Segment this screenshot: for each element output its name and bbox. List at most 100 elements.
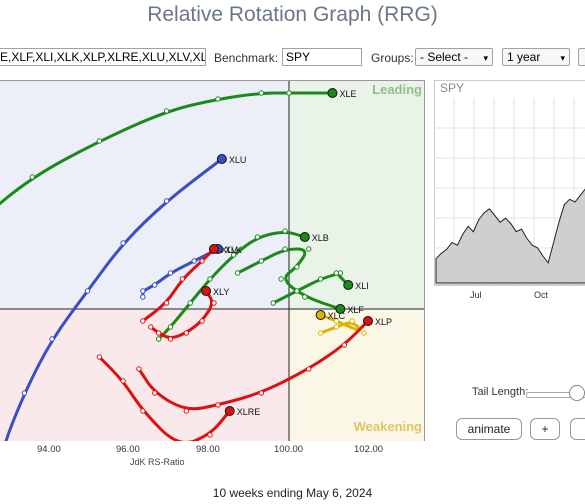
tail-point (84, 288, 91, 294)
x-tick: 102.00 (354, 444, 384, 455)
period-select[interactable]: 1 year ▾ (502, 48, 570, 66)
tail-point (96, 354, 103, 360)
tail-point (234, 270, 241, 276)
label-xlf: XLF (347, 305, 364, 315)
x-tick: 100.00 (274, 444, 304, 455)
symbols-input[interactable]: E,XLF,XLI,XLK,XLP,XLRE,XLU,XLV,XL (0, 48, 206, 66)
head-xlu[interactable] (216, 154, 227, 164)
label-xlb: XLB (312, 233, 329, 243)
groups-label: Groups: (371, 51, 414, 65)
tail-point (152, 390, 158, 396)
tail-point (278, 276, 284, 282)
x-axis: 94.00 96.00 98.00 100.00 102.00 JdK RS-R… (0, 441, 425, 471)
x-tick: 96.00 (116, 444, 140, 455)
x-tick: 94.00 (37, 444, 61, 455)
benchmark-label: Benchmark: (214, 51, 279, 65)
tail-point (191, 258, 197, 264)
tail-point (49, 336, 55, 342)
tail-point (21, 390, 28, 396)
head-xlp[interactable] (363, 316, 373, 326)
tail-point (183, 330, 190, 336)
tail-point (136, 366, 142, 372)
page-title: Relative Rotation Graph (RRG) (147, 3, 438, 26)
tail-xlf (236, 247, 341, 311)
tail-point (140, 408, 146, 414)
tail-point (163, 198, 170, 204)
tail-xly (149, 290, 214, 339)
rrg-plot: Leading Weakening XLEXLUXLFXLBXLIXLKXLCX… (0, 81, 424, 441)
x-tick: 98.00 (196, 444, 220, 455)
tail-point (199, 318, 205, 324)
label-xlv: XLV (221, 245, 237, 255)
tail-point (140, 294, 146, 300)
tail-xle (0, 91, 333, 206)
tail-xlp (137, 319, 370, 411)
tail-point (282, 246, 288, 252)
tail-xlu (4, 157, 223, 441)
head-xlc[interactable] (315, 310, 326, 320)
tail-point (254, 234, 261, 240)
tail-point (29, 174, 35, 180)
tail-point (183, 408, 190, 414)
footer-caption: 10 weeks ending May 6, 2024 (212, 486, 373, 500)
tail-point (167, 336, 174, 342)
extra-select[interactable] (578, 48, 585, 66)
groups-select[interactable]: - Select - ▾ (415, 48, 493, 66)
tail-point (215, 96, 221, 102)
tail-point (258, 258, 265, 264)
quadrant-improving (0, 81, 289, 309)
tail-point (294, 264, 300, 270)
tail-point (207, 432, 213, 438)
label-xlu: XLU (229, 155, 247, 165)
head-xlb[interactable] (299, 232, 310, 242)
tail-point (341, 342, 347, 348)
tail-point (187, 300, 193, 306)
slider-handle[interactable] (569, 385, 585, 401)
zoom-in-button[interactable]: + (530, 418, 560, 440)
tail-point (294, 288, 300, 294)
groups-select-value: - Select - (420, 50, 469, 64)
quadrant-label-leading: Leading (372, 82, 422, 97)
head-xli[interactable] (343, 280, 354, 290)
benchmark-input[interactable]: SPY (282, 48, 362, 66)
head-xlv[interactable] (208, 244, 219, 254)
rrg-tails: XLE XLU XLF XLB XLI XLK XLC XLY XLV XLRE XLP (0, 88, 392, 441)
tail-point (140, 288, 146, 294)
tail-point (211, 300, 217, 306)
tail-length-label: Tail Length: (472, 386, 529, 398)
head-xlf[interactable] (335, 304, 346, 314)
animate-button[interactable]: animate (456, 418, 522, 440)
tail-point (258, 390, 265, 396)
tail-length-slider[interactable] (526, 392, 585, 398)
tail-point (306, 246, 312, 252)
tail-point (302, 294, 308, 300)
spy-price-area (435, 188, 585, 284)
tail-point (349, 318, 355, 324)
spy-plot: SPY Jul Oct (433, 79, 585, 300)
spy-mini-chart: SPY Jul Oct (433, 79, 585, 300)
tail-point (140, 318, 146, 324)
label-xlk: XLK (225, 245, 242, 255)
tail-point (167, 270, 174, 276)
tail-point (163, 108, 170, 114)
tail-point (199, 258, 205, 264)
tail-point (207, 276, 213, 282)
label-xlp: XLP (375, 317, 392, 327)
label-xly: XLY (213, 287, 229, 297)
head-xly[interactable] (201, 286, 212, 296)
tail-point (152, 282, 158, 288)
label-xlc: XLC (328, 311, 346, 321)
tail-point (282, 228, 288, 234)
tail-point (317, 276, 324, 282)
x-axis-label: JdK RS-Ratio (130, 457, 185, 467)
tail-point (270, 300, 276, 306)
tail-point (179, 276, 186, 282)
tail-point (155, 336, 162, 342)
rrg-chart[interactable]: Leading Weakening XLE XLU XLF XLB XLI XLK XLC X… (0, 80, 425, 441)
head-xlre[interactable] (224, 406, 235, 416)
toolbar: E,XLF,XLI,XLK,XLP,XLRE,XLU,XLV,XL Benchm… (0, 48, 585, 70)
extra-button[interactable] (570, 418, 585, 440)
tail-point (96, 138, 103, 144)
head-xle[interactable] (327, 88, 338, 98)
tail-point (120, 240, 126, 246)
